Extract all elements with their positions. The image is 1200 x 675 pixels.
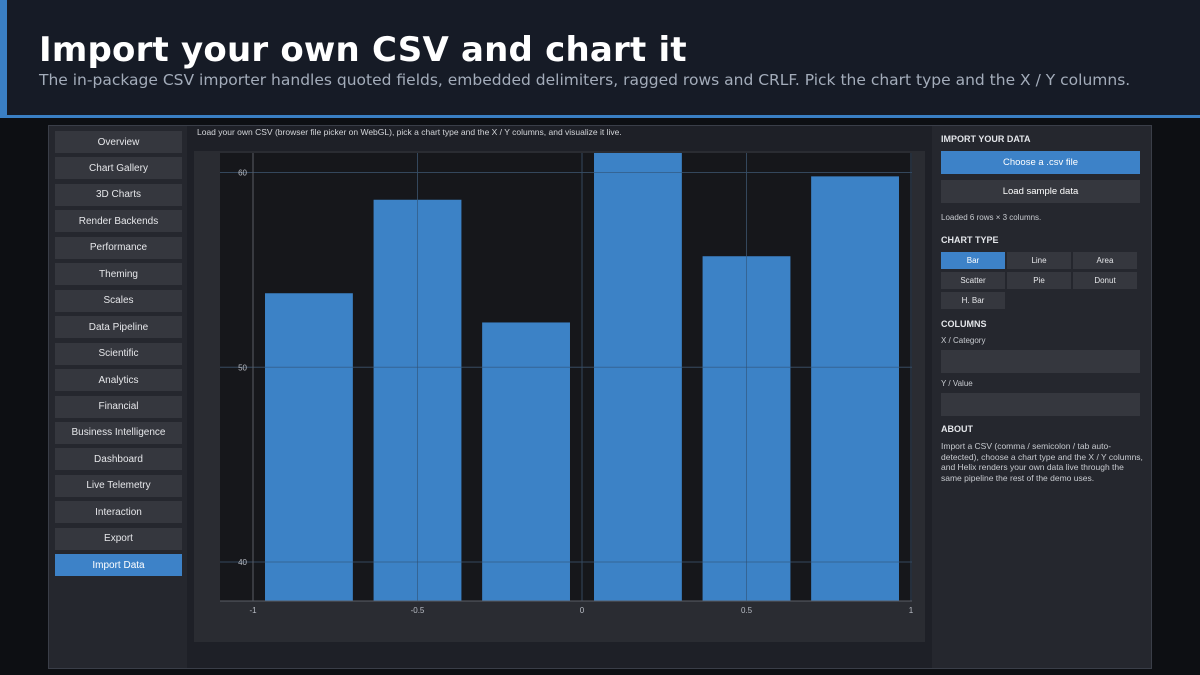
sidebar-item-render-backends[interactable]: Render Backends bbox=[55, 210, 182, 233]
page-header: Import your own CSV and chart it The in-… bbox=[0, 0, 1200, 118]
about-text: Import a CSV (comma / semicolon / tab au… bbox=[941, 441, 1143, 483]
sidebar-item-interaction[interactable]: Interaction bbox=[55, 501, 182, 524]
choose-csv-button[interactable]: Choose a .csv file bbox=[941, 151, 1140, 174]
y-tick-label: 40 bbox=[238, 558, 247, 567]
bar bbox=[594, 153, 682, 601]
page-subtitle: The in-package CSV importer handles quot… bbox=[39, 71, 1131, 89]
x-tick-label: 0 bbox=[580, 606, 585, 615]
x-tick-label: 0.5 bbox=[741, 606, 753, 615]
chart-type-h-bar[interactable]: H. Bar bbox=[941, 292, 1005, 309]
bar-chart[interactable]: 40 50 60 -1 -0.5 0 0.5 1 bbox=[194, 151, 925, 642]
x-tick-label: 1 bbox=[909, 606, 914, 615]
sidebar-item-scales[interactable]: Scales bbox=[55, 289, 182, 312]
main-caption: Load your own CSV (browser file picker o… bbox=[197, 127, 622, 137]
sidebar-item-financial[interactable]: Financial bbox=[55, 395, 182, 418]
sidebar-item-analytics[interactable]: Analytics bbox=[55, 369, 182, 392]
chart-type-area[interactable]: Area bbox=[1073, 252, 1137, 269]
x-tick-label: -1 bbox=[249, 606, 257, 615]
sidebar-item-live-telemetry[interactable]: Live Telemetry bbox=[55, 474, 182, 497]
settings-panel: IMPORT YOUR DATA Choose a .csv file Load… bbox=[932, 126, 1151, 668]
chart-type-bar[interactable]: Bar bbox=[941, 252, 1005, 269]
sidebar-item-dashboard[interactable]: Dashboard bbox=[55, 448, 182, 471]
import-heading: IMPORT YOUR DATA bbox=[941, 134, 1031, 144]
header-accent-bar bbox=[0, 0, 7, 118]
y-column-select[interactable] bbox=[941, 393, 1140, 416]
y-tick-label: 60 bbox=[238, 168, 247, 177]
sidebar-item-3d-charts[interactable]: 3D Charts bbox=[55, 183, 182, 206]
x-tick-label: -0.5 bbox=[411, 606, 425, 615]
page-title: Import your own CSV and chart it bbox=[39, 30, 687, 70]
bar bbox=[482, 322, 570, 601]
sidebar-item-performance[interactable]: Performance bbox=[55, 236, 182, 259]
sidebar-item-import-data[interactable]: Import Data bbox=[55, 554, 182, 577]
load-sample-button[interactable]: Load sample data bbox=[941, 180, 1140, 203]
sidebar-item-business-intelligence[interactable]: Business Intelligence bbox=[55, 421, 182, 444]
bar bbox=[811, 176, 899, 602]
demo-window: Overview Chart Gallery 3D Charts Render Bac… bbox=[48, 125, 1152, 669]
chart-type-scatter[interactable]: Scatter bbox=[941, 272, 1005, 289]
sidebar-item-chart-gallery[interactable]: Chart Gallery bbox=[55, 157, 182, 180]
sidebar-item-data-pipeline[interactable]: Data Pipeline bbox=[55, 316, 182, 339]
chart-type-heading: CHART TYPE bbox=[941, 235, 999, 245]
columns-heading: COLUMNS bbox=[941, 319, 987, 329]
y-column-label: Y / Value bbox=[941, 379, 973, 388]
chart-frame: 40 50 60 -1 -0.5 0 0.5 1 bbox=[194, 151, 925, 642]
y-tick-label: 50 bbox=[238, 363, 247, 372]
about-heading: ABOUT bbox=[941, 424, 973, 434]
load-status: Loaded 6 rows × 3 columns. bbox=[941, 213, 1042, 222]
chart-type-pie[interactable]: Pie bbox=[1007, 272, 1071, 289]
bar bbox=[265, 293, 353, 601]
chart-type-line[interactable]: Line bbox=[1007, 252, 1071, 269]
main-content: Load your own CSV (browser file picker o… bbox=[187, 126, 932, 668]
sidebar: Overview Chart Gallery 3D Charts Render Bac… bbox=[49, 126, 187, 668]
x-column-label: X / Category bbox=[941, 336, 986, 345]
sidebar-item-overview[interactable]: Overview bbox=[55, 131, 182, 153]
sidebar-item-scientific[interactable]: Scientific bbox=[55, 342, 182, 365]
chart-type-donut[interactable]: Donut bbox=[1073, 272, 1137, 289]
sidebar-item-theming[interactable]: Theming bbox=[55, 263, 182, 286]
x-column-select[interactable] bbox=[941, 350, 1140, 373]
sidebar-item-export[interactable]: Export bbox=[55, 527, 182, 550]
